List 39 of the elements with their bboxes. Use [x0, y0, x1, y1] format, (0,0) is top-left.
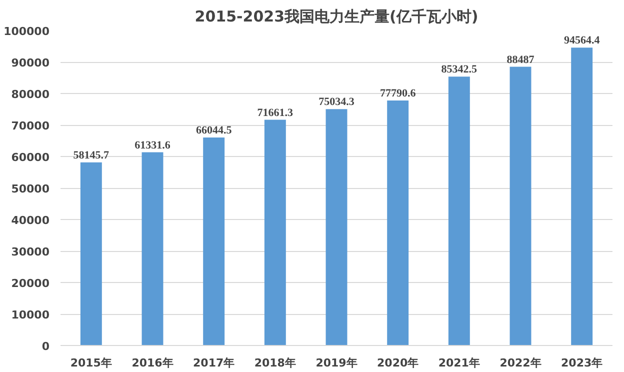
y-tick-label: 80000: [11, 88, 50, 101]
bar: [448, 76, 470, 346]
y-tick-label: 30000: [11, 246, 50, 258]
x-tick-label: 2015年: [70, 356, 112, 370]
x-tick-label: 2020年: [377, 356, 419, 370]
y-tick-label: 0: [42, 340, 50, 353]
x-tick-label: 2016年: [132, 356, 174, 370]
bar: [510, 66, 532, 346]
bar: [326, 109, 348, 346]
data-label: 61331.6: [134, 139, 171, 152]
y-tick-label: 40000: [11, 214, 50, 227]
y-tick-label: 90000: [11, 56, 50, 70]
chart-title: 2015-2023我国电力生产量(亿千瓦小时): [194, 8, 478, 26]
x-tick-label: 2018年: [254, 356, 296, 370]
y-tick-label: 60000: [11, 151, 50, 164]
y-tick-label: 70000: [11, 120, 50, 132]
data-label: 66044.5: [196, 124, 232, 136]
data-label: 58145.7: [73, 149, 110, 162]
y-tick-label: 20000: [11, 277, 50, 290]
bar: [80, 162, 102, 346]
x-tick-label: 2019年: [316, 356, 358, 370]
x-tick-label: 2017年: [193, 356, 235, 370]
x-tick-label: 2023年: [561, 356, 603, 370]
bar: [264, 120, 286, 346]
x-tick-label: 2021年: [438, 356, 480, 370]
data-label: 71661.3: [257, 106, 294, 119]
data-label: 94564.4: [564, 34, 600, 47]
x-tick-label: 2022年: [500, 356, 542, 370]
bar: [387, 100, 409, 346]
bar: [142, 152, 164, 346]
data-label: 77790.6: [380, 87, 416, 100]
bar: [571, 48, 593, 346]
data-label: 85342.5: [441, 64, 478, 76]
y-tick-label: 100000: [4, 25, 50, 38]
y-tick-label: 50000: [11, 182, 50, 196]
bar: [203, 137, 225, 346]
data-label: 75034.3: [318, 96, 355, 108]
data-label: 88487: [506, 54, 535, 66]
y-tick-label: 10000: [11, 308, 50, 322]
